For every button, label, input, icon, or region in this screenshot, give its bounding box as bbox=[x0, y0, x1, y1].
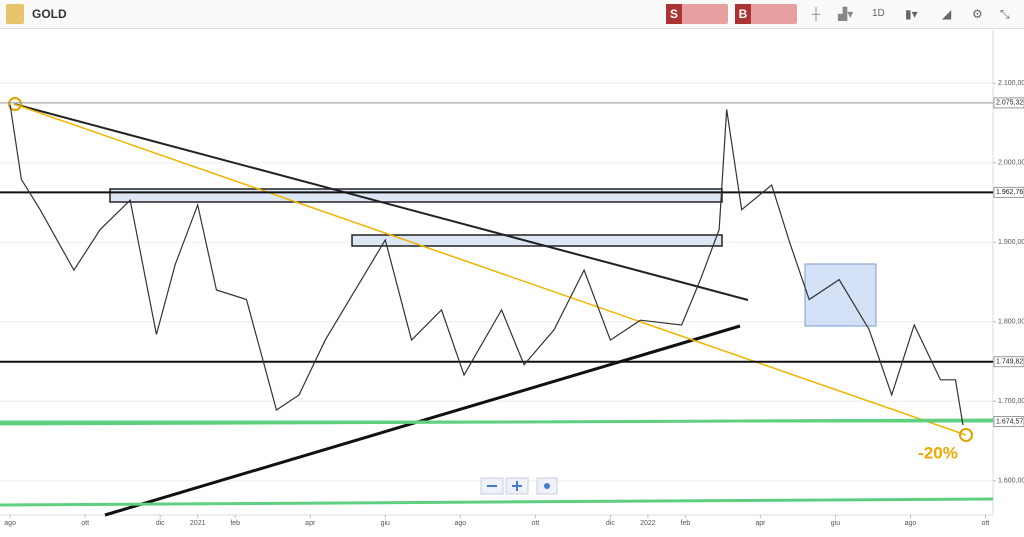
trend-line bbox=[13, 103, 967, 436]
price-level-box bbox=[993, 356, 1024, 368]
buy-button[interactable]: B bbox=[735, 4, 797, 24]
price-line bbox=[9, 104, 964, 426]
x-tick-label: feb bbox=[681, 520, 691, 527]
trend-line bbox=[13, 103, 749, 301]
x-tick-label: 2021 bbox=[190, 520, 206, 527]
y-tick-label: 1.800,00 bbox=[998, 319, 1024, 326]
x-tick-label: ago bbox=[4, 520, 16, 527]
marker-circle bbox=[959, 428, 973, 442]
price-level-label: 1.749,82 bbox=[996, 359, 1023, 366]
marker-circle bbox=[8, 97, 22, 111]
support-line bbox=[0, 497, 994, 507]
settings-button[interactable]: ⚙ bbox=[972, 7, 983, 21]
share-icon bbox=[544, 483, 550, 489]
x-tick-label: ott bbox=[81, 520, 89, 527]
symbol-icon bbox=[6, 4, 24, 24]
toolbar: GOLD S B ┼ ▟▾ 1D ▮▾ ◢ ⚙ ⤡ bbox=[0, 0, 1024, 29]
chart-type-button[interactable]: ▟▾ bbox=[838, 7, 854, 21]
x-tick-label: apr bbox=[755, 520, 766, 527]
price-level-box bbox=[993, 97, 1024, 109]
indicator-button[interactable]: ▮▾ bbox=[905, 7, 918, 21]
x-tick-label: dic bbox=[156, 520, 165, 527]
zoom-controls bbox=[480, 477, 558, 495]
x-tick-label: ott bbox=[531, 520, 539, 527]
x-tick-label: ago bbox=[905, 520, 917, 527]
x-tick-label: apr bbox=[305, 520, 316, 527]
zone-rect bbox=[351, 234, 723, 247]
x-tick-label: ago bbox=[454, 520, 466, 527]
price-level-label: 1.674,57 bbox=[996, 418, 1023, 425]
draw-button[interactable]: ◢ bbox=[942, 7, 952, 21]
buy-label: B bbox=[735, 4, 751, 24]
y-tick-label: 1.900,00 bbox=[998, 239, 1024, 246]
y-tick-label: 2.000,00 bbox=[998, 160, 1024, 167]
x-tick-label: dic bbox=[606, 520, 615, 527]
x-tick-label: giu bbox=[381, 520, 390, 527]
timeframe-button[interactable]: 1D bbox=[872, 8, 885, 19]
trend-line bbox=[104, 324, 741, 517]
annotation: -20% bbox=[918, 443, 958, 462]
price-level-label: 1.962,76 bbox=[996, 189, 1023, 196]
x-tick-label: ott bbox=[982, 520, 990, 527]
x-tick-label: feb bbox=[230, 520, 240, 527]
price-level-label: 2.075,32 bbox=[996, 100, 1023, 107]
y-tick-label: 2.100,00 bbox=[998, 80, 1024, 87]
sell-label: S bbox=[666, 4, 682, 24]
y-tick-label: 1.600,00 bbox=[998, 478, 1024, 485]
x-tick-label: 2022 bbox=[640, 520, 656, 527]
x-tick-label: giu bbox=[831, 520, 840, 527]
zone-rect bbox=[109, 188, 723, 203]
sell-button[interactable]: S bbox=[666, 4, 728, 24]
symbol: GOLD bbox=[32, 7, 67, 21]
price-level-box bbox=[993, 186, 1024, 198]
price-level-box bbox=[993, 416, 1024, 428]
chart: -20% 1.600,00 1.700,00 1.800,00 1.900,00 2.0… bbox=[0, 30, 1024, 527]
crosshair-button[interactable]: ┼ bbox=[811, 7, 821, 21]
y-tick-label: 1.700,00 bbox=[998, 398, 1024, 405]
collapse-button[interactable]: ⤡ bbox=[1000, 7, 1010, 21]
